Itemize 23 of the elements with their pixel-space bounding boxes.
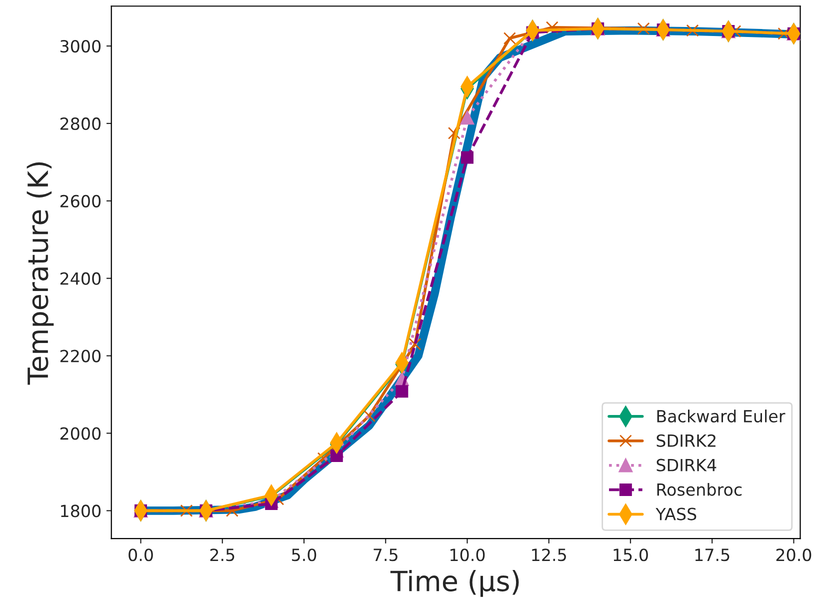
x-tick-label: 5.0 — [292, 548, 316, 562]
x-tick-label: 12.5 — [532, 548, 566, 562]
y-tick-label: 2600 — [60, 194, 101, 208]
y-tick-label: 2800 — [60, 117, 101, 130]
legend-label: Rosenbroc — [657, 482, 742, 496]
legend-label: SDIRK4 — [656, 458, 716, 472]
y-tick-label: 2000 — [60, 427, 101, 440]
x-tick-label: 0.0 — [128, 548, 153, 562]
y-tick-label: 3000 — [60, 40, 101, 53]
x-tick-label: 2.5 — [210, 548, 234, 562]
legend-label: SDIRK2 — [656, 434, 716, 447]
legend-label: Backward Euler — [657, 410, 786, 422]
y-tick-label: 2400 — [60, 272, 101, 285]
y-axis-title: Temperature (K) — [26, 162, 54, 385]
x-tick-label: 10.0 — [450, 548, 485, 562]
x-tick-label: 7.5 — [374, 548, 398, 562]
x-tick-label: 15.0 — [614, 548, 648, 562]
y-tick-label: 1800 — [61, 504, 101, 518]
x-axis-title: Time (μs) — [390, 570, 519, 597]
y-tick-label: 2200 — [60, 350, 101, 362]
x-tick-label: 20.0 — [776, 548, 812, 562]
x-tick-label: 17.5 — [695, 548, 730, 562]
legend-label: YASS — [656, 508, 696, 520]
